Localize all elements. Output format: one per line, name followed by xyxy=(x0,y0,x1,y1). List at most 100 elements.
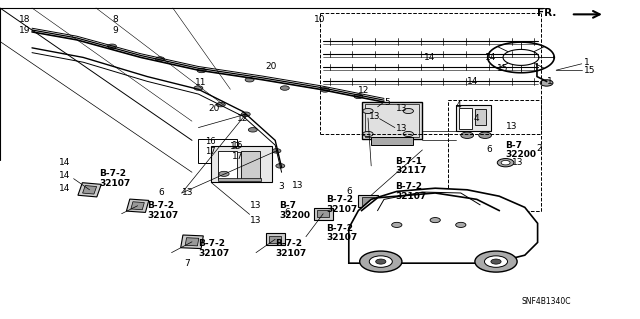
Polygon shape xyxy=(362,197,374,204)
Text: 1: 1 xyxy=(584,58,589,67)
Text: 13: 13 xyxy=(506,122,517,130)
Text: 17: 17 xyxy=(232,152,243,161)
Text: 14: 14 xyxy=(424,53,435,62)
Text: 13: 13 xyxy=(292,181,303,190)
Text: 12: 12 xyxy=(237,114,248,122)
Circle shape xyxy=(375,116,384,121)
Circle shape xyxy=(245,78,254,82)
Polygon shape xyxy=(127,199,148,212)
Polygon shape xyxy=(349,188,538,263)
Bar xyxy=(211,146,272,182)
Bar xyxy=(459,108,472,129)
Circle shape xyxy=(475,251,517,272)
Text: 11: 11 xyxy=(195,78,207,87)
Text: 13: 13 xyxy=(512,158,524,167)
Text: 1: 1 xyxy=(547,77,553,86)
Circle shape xyxy=(216,102,225,107)
Text: 2: 2 xyxy=(536,144,542,153)
Text: 6: 6 xyxy=(285,208,291,217)
Circle shape xyxy=(354,94,363,99)
Circle shape xyxy=(369,256,392,267)
Text: 13: 13 xyxy=(396,124,407,133)
Text: 6: 6 xyxy=(159,189,164,197)
Text: 13: 13 xyxy=(396,104,407,113)
Text: 14: 14 xyxy=(485,53,497,62)
Text: 13: 13 xyxy=(250,216,261,225)
Text: B-7-2
32107: B-7-2 32107 xyxy=(198,240,230,258)
Bar xyxy=(365,104,419,137)
Polygon shape xyxy=(266,233,285,245)
Polygon shape xyxy=(83,186,97,194)
Text: 13: 13 xyxy=(182,189,194,197)
Circle shape xyxy=(430,218,440,223)
Circle shape xyxy=(276,164,285,168)
Polygon shape xyxy=(180,235,204,249)
Bar xyxy=(198,139,237,163)
Circle shape xyxy=(194,86,203,90)
Text: 8: 8 xyxy=(112,15,118,24)
Text: 12: 12 xyxy=(230,142,242,151)
Circle shape xyxy=(272,149,281,153)
Circle shape xyxy=(360,251,402,272)
Text: B-7
32200: B-7 32200 xyxy=(506,141,536,159)
Text: B-7
32200: B-7 32200 xyxy=(279,201,310,220)
Polygon shape xyxy=(358,195,378,207)
Circle shape xyxy=(491,259,501,264)
Text: B-7-2
32107: B-7-2 32107 xyxy=(326,224,358,242)
Polygon shape xyxy=(314,208,333,220)
Circle shape xyxy=(373,105,382,109)
Text: 14: 14 xyxy=(467,77,479,86)
Text: 20: 20 xyxy=(266,63,277,71)
Circle shape xyxy=(540,80,553,86)
Circle shape xyxy=(403,131,413,137)
Text: 14: 14 xyxy=(59,184,70,193)
Text: 4: 4 xyxy=(456,101,461,110)
Circle shape xyxy=(363,131,373,137)
Circle shape xyxy=(108,44,116,48)
Polygon shape xyxy=(269,236,281,243)
Bar xyxy=(448,100,541,211)
Text: 20: 20 xyxy=(208,104,220,113)
Text: 19: 19 xyxy=(19,26,31,35)
Bar xyxy=(371,137,413,145)
Polygon shape xyxy=(131,202,144,210)
Polygon shape xyxy=(78,183,101,197)
Text: B-7-1
32117: B-7-1 32117 xyxy=(395,157,426,175)
Text: 15: 15 xyxy=(584,66,595,75)
Text: 6: 6 xyxy=(486,145,492,154)
Text: 16: 16 xyxy=(205,137,216,146)
Bar xyxy=(241,151,260,179)
Text: 13: 13 xyxy=(250,201,261,210)
Text: 18: 18 xyxy=(19,15,31,24)
Text: 10: 10 xyxy=(314,15,325,24)
Circle shape xyxy=(403,108,413,114)
Text: 5: 5 xyxy=(384,98,390,107)
Polygon shape xyxy=(317,210,329,217)
Bar xyxy=(218,178,261,181)
Circle shape xyxy=(479,132,492,138)
Text: 9: 9 xyxy=(112,26,118,35)
Bar xyxy=(218,151,237,179)
Text: B-7-2
32107: B-7-2 32107 xyxy=(275,240,307,258)
Text: B-7-2
32107: B-7-2 32107 xyxy=(99,169,131,188)
Text: 14: 14 xyxy=(59,158,70,167)
Circle shape xyxy=(219,171,229,176)
Text: 12: 12 xyxy=(358,86,370,95)
Circle shape xyxy=(484,256,508,267)
Text: 14: 14 xyxy=(59,171,70,180)
Text: B-7-2
32107: B-7-2 32107 xyxy=(147,201,179,220)
Text: FR.: FR. xyxy=(538,8,557,19)
Text: SNF4B1340C: SNF4B1340C xyxy=(522,297,571,306)
Circle shape xyxy=(280,86,289,90)
Circle shape xyxy=(241,112,250,116)
Text: 6: 6 xyxy=(346,187,352,196)
Circle shape xyxy=(461,132,474,138)
Bar xyxy=(475,109,486,125)
Circle shape xyxy=(197,68,206,73)
Circle shape xyxy=(156,57,164,61)
Circle shape xyxy=(392,222,402,227)
Text: B-7-2
32107: B-7-2 32107 xyxy=(395,182,426,201)
Circle shape xyxy=(376,259,386,264)
Text: 17: 17 xyxy=(205,147,216,156)
Circle shape xyxy=(248,128,257,132)
